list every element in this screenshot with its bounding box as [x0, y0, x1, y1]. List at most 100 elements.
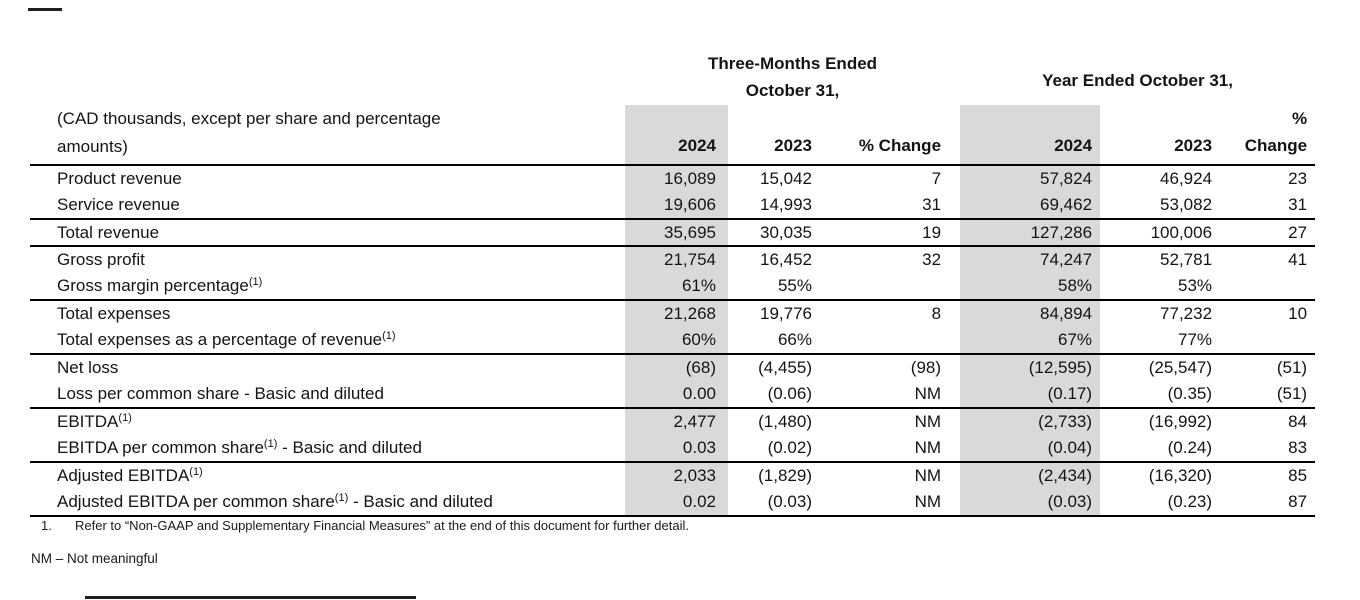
cell-value: 31 [1220, 192, 1316, 220]
year-ended-line1: Year Ended October 31, [1042, 71, 1233, 90]
cell-value: (4,455) [758, 358, 812, 377]
cell-value: 27 [1220, 219, 1316, 247]
table-row: Adjusted EBITDA(1) 2,033 (1,829) NM (2,434)(… [30, 462, 1315, 489]
cell-value: 14,993 [728, 192, 823, 220]
cell-value: (0.35) [1100, 381, 1221, 409]
cell-value: 57,824 [960, 165, 1101, 192]
row-label-text: Total revenue [57, 222, 160, 242]
three-months-line2: October 31, [745, 81, 840, 100]
cell-value: (68) [625, 354, 728, 381]
table-row: Total revenue 35,695 30,035 19 127,286 100,00… [30, 219, 1316, 247]
cell-value: 0.00 [625, 381, 728, 409]
cell-value: (2,434) [960, 462, 1101, 489]
row-label-text: Product revenue [57, 169, 182, 188]
cell-value: (12,595) [960, 354, 1101, 381]
period-header-row: Three-Months Ended October 31, Year Ended… [30, 48, 1315, 105]
three-months-line1: Three-Months Ended [707, 54, 878, 73]
column-header-yr-2023: 2023 [1100, 105, 1221, 166]
cell-value: 16,089 [625, 165, 728, 192]
cell-value: (98) [910, 358, 942, 377]
cell-value: 32 [922, 250, 942, 269]
cell-value: 23 [1288, 169, 1308, 188]
cell-value: 41 [1288, 250, 1308, 269]
cell-value: 53,082 [1100, 192, 1221, 220]
table-row: Net loss (68) (4,455) (98) (12,595) (25,547) (… [30, 354, 1315, 381]
row-label-text: EBITDA [57, 412, 119, 431]
cell-value: (0.06) [728, 381, 823, 409]
column-header-3m-2024: 2024 [625, 105, 728, 166]
cell-value: 74,247 [960, 246, 1101, 273]
cell-value [823, 273, 961, 301]
row-label-text: Total expenses [57, 304, 171, 323]
cell-value: 66% [728, 327, 823, 355]
cell-value: 83 [1220, 435, 1316, 463]
cell-value: 69,462 [960, 192, 1101, 220]
column-header-row: (CAD thousands, except per share and per… [30, 105, 1316, 166]
row-label: Product revenue [30, 165, 625, 192]
caption-line1: (CAD thousands, except per share and per… [57, 109, 441, 128]
cell-value: 67% [960, 327, 1101, 355]
cell-value: 35,695 [625, 219, 728, 247]
row-label: Gross margin percentage(1) [30, 273, 625, 301]
table-row: EBITDA(1) 2,477 (1,480) NM (2,733) (16,992) 84 [30, 408, 1315, 435]
row-label-text: Total expenses as a percentage of revenu… [57, 330, 383, 349]
footnote-1: 1. Refer to “Non-GAAP and Supplementary … [41, 518, 689, 533]
cell-value: (0.02) [728, 435, 823, 463]
row-label-text: EBITDA per common share [57, 438, 264, 457]
row-label-text: Gross margin percentage [57, 276, 249, 295]
cell-value: 31 [823, 192, 961, 220]
cell-value: (51) [1276, 358, 1308, 377]
row-label-text: Net loss [57, 358, 119, 377]
cell-value: 127,286 [960, 219, 1101, 247]
cell-value: 2,033 [625, 462, 728, 489]
financial-results-table: Three-Months Ended October 31, Year Ended… [30, 48, 1316, 517]
row-label: Net loss [30, 354, 625, 381]
cell-value [1220, 273, 1316, 301]
footnote-reference: (1) [334, 492, 349, 504]
cell-value: 77,232 [1160, 304, 1213, 323]
cell-value: (0.03) [728, 489, 823, 517]
table-body: Product revenue 16,089 15,042 7 57,824 46,924… [30, 165, 1316, 517]
row-label-text: Loss per common share - Basic and dilute… [57, 384, 384, 403]
cell-value: 100,006 [1100, 219, 1221, 247]
row-label: EBITDA(1) [30, 408, 625, 435]
cell-value: 16,452 [760, 250, 812, 269]
footnote-reference: (1) [248, 276, 263, 288]
cell-value: 2,477 [625, 408, 728, 435]
cell-value: 19 [823, 219, 961, 247]
cell-value: (1,480) [758, 412, 812, 431]
cell-value: 21,754 [625, 246, 728, 273]
cell-value: (0.24) [1100, 435, 1221, 463]
row-label-text: Adjusted EBITDA [57, 466, 190, 485]
footnote-reference: (1) [189, 466, 203, 478]
row-label: Adjusted EBITDA(1) [30, 462, 625, 489]
cell-value: NM [914, 466, 942, 485]
table-row: Gross margin percentage(1) 61% 55% 58% 53% [30, 273, 1316, 301]
cell-value: NM [823, 489, 961, 517]
cell-value: 87 [1220, 489, 1316, 517]
table-caption: (CAD thousands, except per share and per… [30, 105, 625, 166]
row-label-text: Gross profit [57, 250, 145, 269]
cell-value: 0.03 [625, 435, 728, 463]
cell-value: 60% [625, 327, 728, 355]
row-label: Gross profit [30, 246, 625, 273]
year-ended-header: Year Ended October 31, [960, 48, 1315, 105]
row-label: Total expenses [30, 300, 625, 327]
pct-line1: % [1291, 109, 1308, 128]
cell-value: 77% [1100, 327, 1221, 355]
caption-line2: amounts) [57, 137, 128, 156]
row-label: Total revenue [30, 219, 625, 247]
cell-value: 0.02 [625, 489, 728, 517]
table-row: Service revenue 19,606 14,993 31 69,462 53,08… [30, 192, 1316, 220]
cell-value: NM [823, 435, 961, 463]
cell-value: 21,268 [625, 300, 728, 327]
cell-value: NM [823, 381, 961, 409]
row-label-suffix: - Basic and diluted [277, 438, 422, 457]
row-label-text: Adjusted EBITDA per common share [57, 492, 335, 511]
cell-value: 7 [931, 169, 942, 188]
cell-value: 53% [1100, 273, 1221, 301]
table-row: Gross profit 21,754 16,452 32 74,247 52,781 41 [30, 246, 1315, 273]
cell-value: 30,035 [728, 219, 823, 247]
cell-value: (0.04) [960, 435, 1101, 463]
